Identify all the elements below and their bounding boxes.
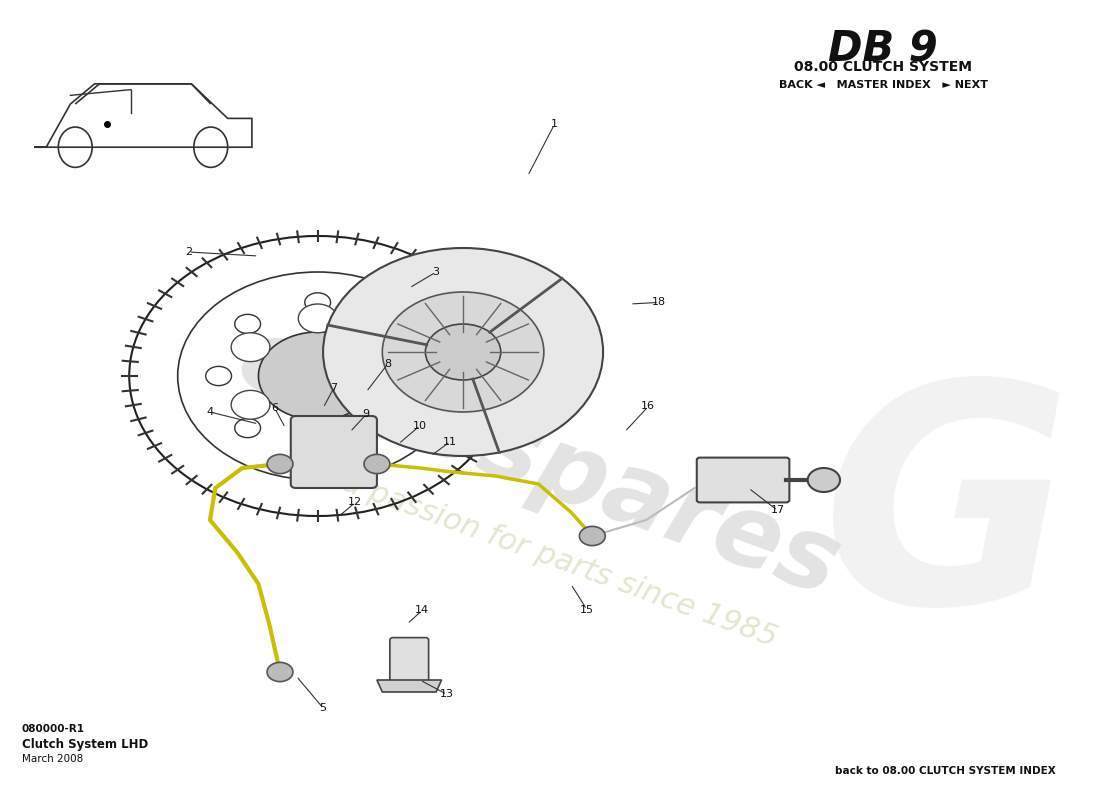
Circle shape	[206, 366, 231, 386]
Circle shape	[580, 526, 605, 546]
Text: G: G	[823, 371, 1074, 669]
Circle shape	[234, 314, 261, 334]
FancyBboxPatch shape	[389, 638, 429, 682]
Text: 7: 7	[330, 383, 338, 393]
Text: 080000-R1: 080000-R1	[22, 724, 85, 734]
Text: 10: 10	[412, 421, 427, 430]
Circle shape	[258, 332, 377, 420]
Circle shape	[267, 454, 293, 474]
Circle shape	[231, 390, 270, 419]
Text: 3: 3	[432, 267, 440, 277]
Text: 08.00 CLUTCH SYSTEM: 08.00 CLUTCH SYSTEM	[794, 60, 972, 74]
Circle shape	[383, 292, 543, 412]
Circle shape	[426, 324, 500, 380]
Circle shape	[404, 366, 430, 386]
FancyBboxPatch shape	[290, 416, 377, 488]
Text: eurospares: eurospares	[224, 310, 852, 618]
Text: March 2008: March 2008	[22, 754, 82, 763]
FancyBboxPatch shape	[696, 458, 790, 502]
Circle shape	[807, 468, 840, 492]
Circle shape	[375, 314, 400, 334]
Circle shape	[231, 333, 270, 362]
Text: DB 9: DB 9	[828, 28, 938, 70]
Text: 1: 1	[551, 119, 558, 129]
Text: 12: 12	[349, 498, 362, 507]
Circle shape	[365, 333, 404, 362]
Text: back to 08.00 CLUTCH SYSTEM INDEX: back to 08.00 CLUTCH SYSTEM INDEX	[835, 766, 1055, 776]
Circle shape	[305, 293, 331, 312]
Circle shape	[267, 662, 293, 682]
Text: Clutch System LHD: Clutch System LHD	[22, 738, 147, 750]
Circle shape	[323, 248, 603, 456]
Circle shape	[298, 304, 337, 333]
Text: 8: 8	[384, 359, 392, 369]
Text: 16: 16	[641, 402, 656, 411]
Text: 17: 17	[770, 506, 784, 515]
Circle shape	[364, 454, 389, 474]
Text: BACK ◄   MASTER INDEX   ► NEXT: BACK ◄ MASTER INDEX ► NEXT	[779, 80, 988, 90]
Circle shape	[365, 390, 404, 419]
Text: 18: 18	[652, 298, 667, 307]
Text: a passion for parts since 1985: a passion for parts since 1985	[339, 467, 782, 653]
Circle shape	[234, 418, 261, 438]
Text: 4: 4	[207, 407, 213, 417]
Text: 9: 9	[363, 410, 370, 419]
Text: 11: 11	[443, 437, 458, 446]
Circle shape	[375, 418, 400, 438]
Text: 6: 6	[271, 403, 278, 413]
Text: 15: 15	[580, 605, 594, 614]
Text: 5: 5	[320, 703, 327, 713]
Circle shape	[298, 419, 337, 448]
Text: 14: 14	[415, 606, 429, 615]
Polygon shape	[377, 680, 441, 692]
Text: 2: 2	[185, 247, 192, 257]
Text: 13: 13	[440, 690, 454, 699]
Circle shape	[305, 440, 331, 459]
